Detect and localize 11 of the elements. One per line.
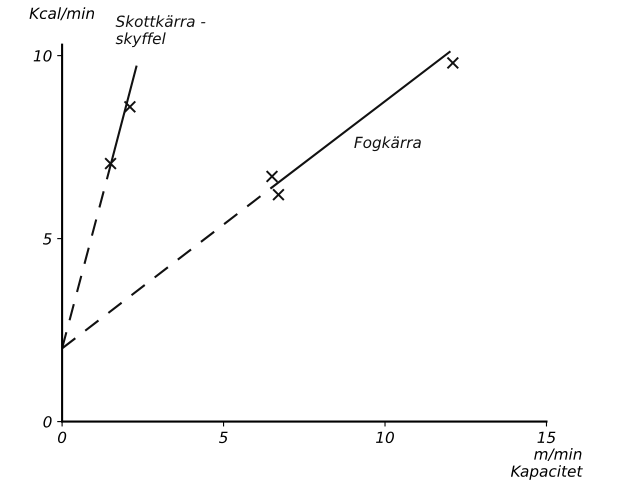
y-axis-title: Kcal/min — [30, 7, 94, 20]
x-tick-label: 15 — [538, 432, 556, 444]
series-label: Fogkärra — [354, 136, 421, 152]
series-label: Skottkärra - skyffel — [116, 15, 206, 48]
y-tick-label: 5 — [42, 233, 52, 245]
y-tick-label: 10 — [34, 50, 52, 62]
x-axis-title: m/min Kapacitet — [510, 448, 583, 480]
x-tick-label: 0 — [58, 432, 66, 444]
x-tick-label: 10 — [376, 432, 394, 444]
x-tick-label: 5 — [219, 432, 228, 444]
y-tick-label: 0 — [43, 416, 52, 428]
